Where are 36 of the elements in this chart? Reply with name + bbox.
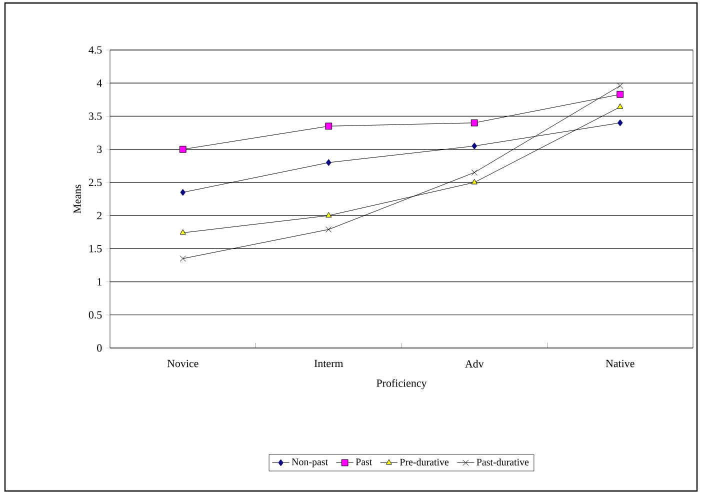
- x-tick-label: Novice: [167, 360, 198, 368]
- point: [472, 142, 478, 150]
- legend-label: Pre-durative: [400, 458, 449, 466]
- legend-label: Non-past: [292, 458, 328, 468]
- y-tick-label: 4: [96, 80, 102, 87]
- point: [180, 256, 186, 262]
- point: [325, 122, 332, 130]
- point: [617, 104, 624, 109]
- y-tick-label: 0.5: [88, 311, 102, 319]
- point: [617, 82, 624, 89]
- point: [326, 212, 332, 218]
- y-tick-label: 0: [97, 344, 102, 352]
- y-tick-label: 4.5: [88, 46, 102, 54]
- x-tick-label: Adv: [465, 360, 484, 368]
- point: [326, 226, 332, 233]
- y-tick-label: 1: [98, 278, 102, 286]
- y-tick-label: 3: [97, 146, 102, 154]
- point: [180, 229, 186, 235]
- point: [616, 90, 624, 98]
- x-tick-label: Interm: [314, 360, 344, 368]
- legend-label: Past-durative: [476, 458, 529, 466]
- y-tick-label: 2: [97, 212, 102, 220]
- y-tick-label: 2.5: [88, 178, 102, 186]
- point: [471, 178, 478, 184]
- point: [471, 169, 478, 176]
- point: [617, 119, 623, 126]
- y-tick-label: 1.5: [89, 244, 102, 252]
- y-tick-label: 3.5: [88, 112, 102, 120]
- point: [179, 146, 186, 153]
- x-axis-title: Proficiency: [376, 379, 427, 390]
- point: [470, 119, 478, 126]
- point: [326, 159, 332, 166]
- legend-label: Past: [356, 458, 372, 466]
- y-axis-title: Means: [74, 184, 81, 214]
- point: [180, 188, 186, 196]
- x-tick-label: Native: [606, 360, 634, 368]
